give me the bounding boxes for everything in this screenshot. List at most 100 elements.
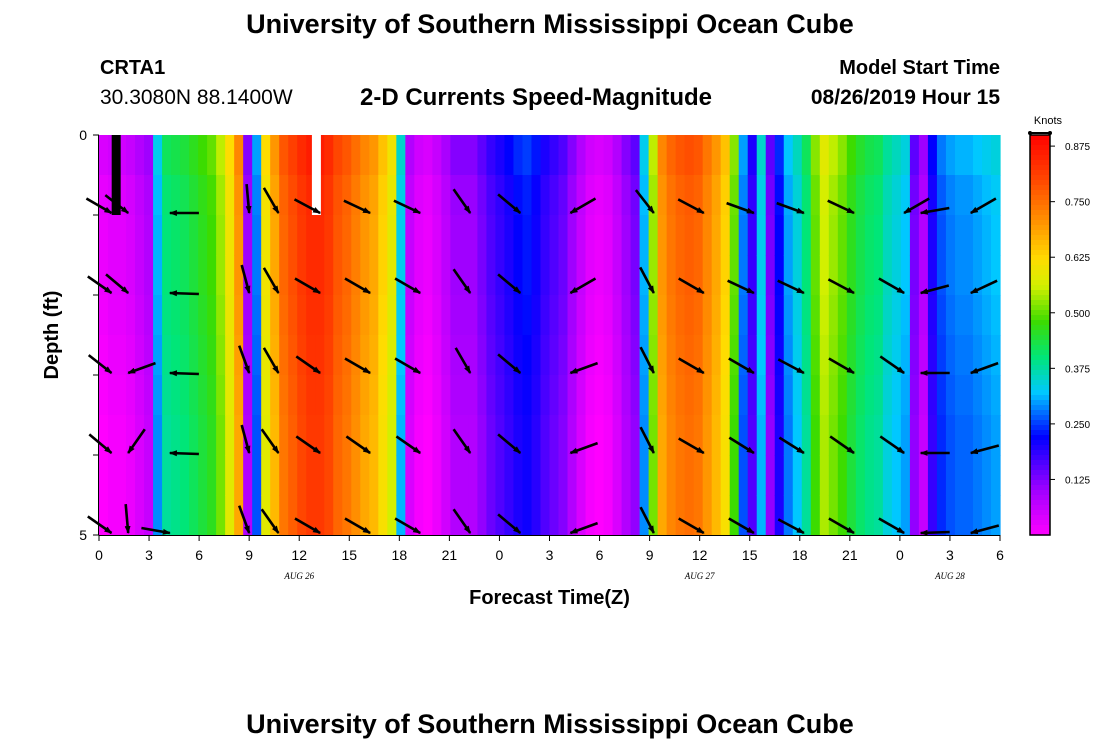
colorbar-cell — [1030, 165, 1050, 171]
heatmap-cell — [450, 415, 460, 456]
current-arrow — [394, 517, 422, 535]
heatmap-cell — [144, 335, 154, 376]
heatmap-cell — [333, 375, 343, 416]
heatmap-cell — [603, 215, 614, 256]
heatmap-cell — [630, 335, 641, 376]
heatmap-cell — [288, 415, 298, 456]
heatmap-cell — [819, 335, 830, 376]
current-arrow — [104, 194, 130, 215]
heatmap-cell — [675, 175, 686, 216]
heatmap-cell — [936, 335, 947, 376]
heatmap-cell — [936, 495, 947, 536]
heatmap-cell — [702, 295, 713, 336]
heatmap-cell — [99, 255, 109, 296]
heatmap-cell — [540, 255, 551, 296]
heatmap-cell — [567, 495, 578, 536]
heatmap-cell — [774, 295, 785, 336]
current-arrow — [903, 197, 930, 215]
heatmap-cell — [468, 215, 479, 256]
heatmap-cell — [621, 135, 632, 176]
heatmap-cell — [882, 135, 893, 176]
heatmap-cell — [468, 495, 479, 536]
heatmap-cell — [684, 175, 695, 216]
heatmap-cell — [603, 415, 614, 456]
current-arrow — [454, 347, 472, 374]
heatmap-cell — [585, 255, 596, 296]
heatmap-cell — [558, 295, 569, 336]
heatmap-cell — [450, 215, 460, 256]
heatmap-cell — [135, 175, 145, 216]
heatmap-cell — [342, 335, 352, 376]
current-arrow — [262, 347, 280, 374]
heatmap-cell — [459, 375, 470, 416]
heatmap-cell — [414, 495, 424, 536]
heatmap-cell — [468, 295, 479, 336]
heatmap-cell — [513, 135, 524, 176]
heatmap-cell — [288, 375, 298, 416]
heatmap-cell — [171, 255, 181, 296]
heatmap-cell — [495, 135, 506, 176]
current-arrow — [569, 277, 597, 295]
current-arrow — [240, 264, 251, 294]
heatmap-cell — [738, 375, 749, 416]
heatmap-cell — [324, 375, 334, 416]
heatmap-cell — [954, 255, 965, 296]
heatmap-cell — [378, 455, 388, 496]
heatmap-cell — [522, 375, 533, 416]
heatmap-cell — [810, 255, 821, 296]
heatmap-cell — [729, 495, 740, 536]
heatmap-cell — [180, 175, 190, 216]
heatmap-cell — [459, 295, 470, 336]
heatmap-cell — [792, 135, 803, 176]
heatmap-cell — [954, 375, 965, 416]
heatmap-cell — [405, 215, 415, 256]
heatmap-cell — [765, 455, 776, 496]
colorbar-cell — [1030, 500, 1050, 506]
heatmap-cell — [234, 415, 244, 456]
heatmap-cell — [954, 335, 965, 376]
heatmap-cell — [198, 415, 208, 456]
heatmap-cell — [153, 335, 163, 376]
heatmap-cell — [576, 295, 587, 336]
colorbar-cell — [1030, 150, 1050, 156]
heatmap-cell — [567, 455, 578, 496]
x-tick-label: 0 — [95, 547, 103, 563]
heatmap-cell — [765, 215, 776, 256]
current-arrow — [634, 189, 655, 214]
heatmap-cell — [504, 375, 515, 416]
heatmap-cell — [864, 255, 875, 296]
heatmap-cell — [162, 295, 172, 336]
heatmap-cell — [126, 335, 136, 376]
heatmap-cell — [909, 335, 920, 376]
colorbar-cell — [1030, 275, 1050, 281]
heatmap-cell — [315, 375, 325, 416]
heatmap-cell — [567, 375, 578, 416]
colorbar-tick-label: 0.500 — [1065, 309, 1090, 320]
colorbar-cell — [1030, 280, 1050, 286]
heatmap-cell — [396, 255, 406, 296]
heatmap-cells — [99, 135, 1001, 536]
heatmap-cell — [648, 175, 659, 216]
heatmap-cell — [477, 455, 488, 496]
heatmap-cell — [189, 415, 199, 456]
heatmap-cell — [981, 135, 992, 176]
heatmap-cell — [162, 175, 172, 216]
heatmap-cell — [774, 335, 785, 376]
heatmap-cell — [486, 215, 497, 256]
colorbar-cell — [1030, 200, 1050, 206]
heatmap-cell — [990, 495, 1001, 536]
heatmap-cell — [432, 295, 442, 336]
heatmap-cell — [414, 415, 424, 456]
current-arrow — [497, 353, 522, 374]
heatmap-cell — [774, 455, 785, 496]
colorbar-cell — [1030, 220, 1050, 226]
heatmap-cell — [243, 215, 253, 256]
colorbar-cell — [1030, 360, 1050, 366]
colorbar-cell — [1030, 525, 1050, 531]
heatmap-cell — [297, 215, 307, 256]
heatmap-cell — [126, 215, 136, 256]
current-arrow — [827, 199, 855, 215]
heatmap-cell — [711, 335, 722, 376]
heatmap-cell — [486, 375, 497, 416]
current-arrow — [497, 433, 522, 454]
